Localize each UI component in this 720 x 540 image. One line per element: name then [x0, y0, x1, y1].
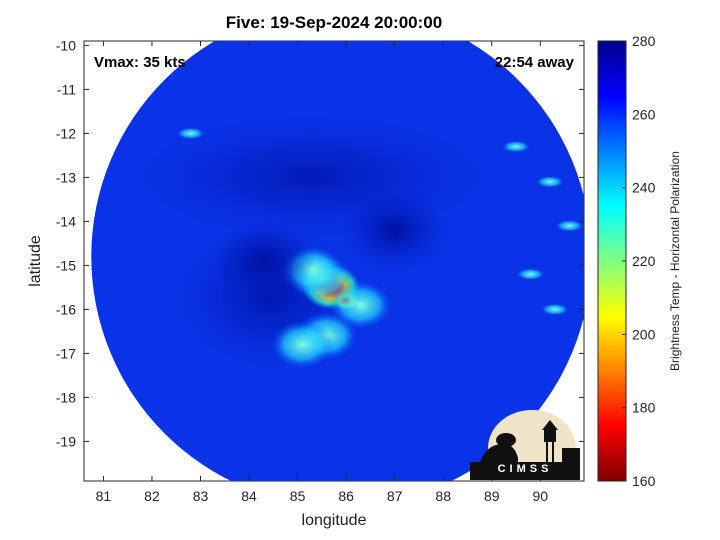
cimss-logo-icon [470, 410, 580, 480]
y-tick-label: -13 [56, 169, 76, 185]
colorbar [597, 40, 627, 482]
colorbar-tick-label: 200 [632, 326, 656, 342]
x-tick-label: 83 [193, 488, 209, 504]
field-feature-7 [211, 221, 316, 301]
field-feature-5 [271, 320, 334, 369]
colorbar-tick-label: 260 [632, 106, 656, 122]
rain-band-2 [555, 219, 584, 232]
colorbar-tick-label: 240 [632, 180, 656, 196]
y-tick-label: -16 [56, 301, 76, 317]
x-axis: 81 82 83 84 85 86 87 88 89 90 [96, 41, 549, 504]
y-tick-label: -14 [56, 213, 76, 229]
logo-text: CIMSS [497, 463, 553, 475]
rain-band-4 [540, 303, 569, 316]
rain-band-5 [176, 127, 205, 140]
y-tick-label: -19 [56, 433, 76, 449]
x-tick-label: 84 [241, 488, 257, 504]
time-away-label: 22:54 away [494, 54, 574, 71]
rain-band-3 [516, 268, 545, 281]
y-tick-label: -15 [56, 257, 76, 273]
x-tick-label: 82 [144, 488, 160, 504]
vmax-label: Vmax: 35 kts [94, 54, 186, 71]
x-tick-label: 89 [484, 488, 500, 504]
field-feature-8 [342, 190, 447, 271]
field-feature-6 [329, 281, 392, 329]
chart-title: Five: 19-Sep-2024 20:00:00 [225, 13, 443, 32]
rain-band-1 [536, 175, 565, 188]
colorbar-tick-label: 180 [632, 400, 656, 416]
y-axis-label: latitude [27, 235, 44, 287]
x-tick-label: 86 [338, 488, 354, 504]
y-tick-label: -11 [57, 81, 76, 97]
y-tick-label: -17 [56, 345, 76, 361]
colorbar-tick-label: 280 [632, 33, 656, 49]
y-tick-label: -18 [56, 389, 76, 405]
y-tick-label: -12 [56, 125, 76, 141]
colorbar-tick-label: 220 [632, 253, 656, 269]
y-axis: -10 -11 -12 -13 -14 -15 -16 -17 -18 -19 [56, 37, 584, 449]
x-axis-label: longitude [301, 512, 367, 529]
brightness-field [91, 41, 584, 481]
x-tick-label: 81 [96, 488, 112, 504]
colorbar-tick-label: 160 [632, 473, 656, 489]
colorbar-label: Brightness Temp - Horizontal Polarizatio… [668, 151, 682, 371]
rain-band-0 [502, 140, 531, 153]
x-tick-label: 90 [533, 488, 549, 504]
colorbar-ticks: 280 260 240 220 200 180 160 [622, 33, 656, 489]
x-tick-label: 85 [290, 488, 306, 504]
x-tick-label: 87 [387, 488, 403, 504]
x-tick-label: 88 [435, 488, 451, 504]
y-tick-label: -10 [56, 37, 76, 53]
